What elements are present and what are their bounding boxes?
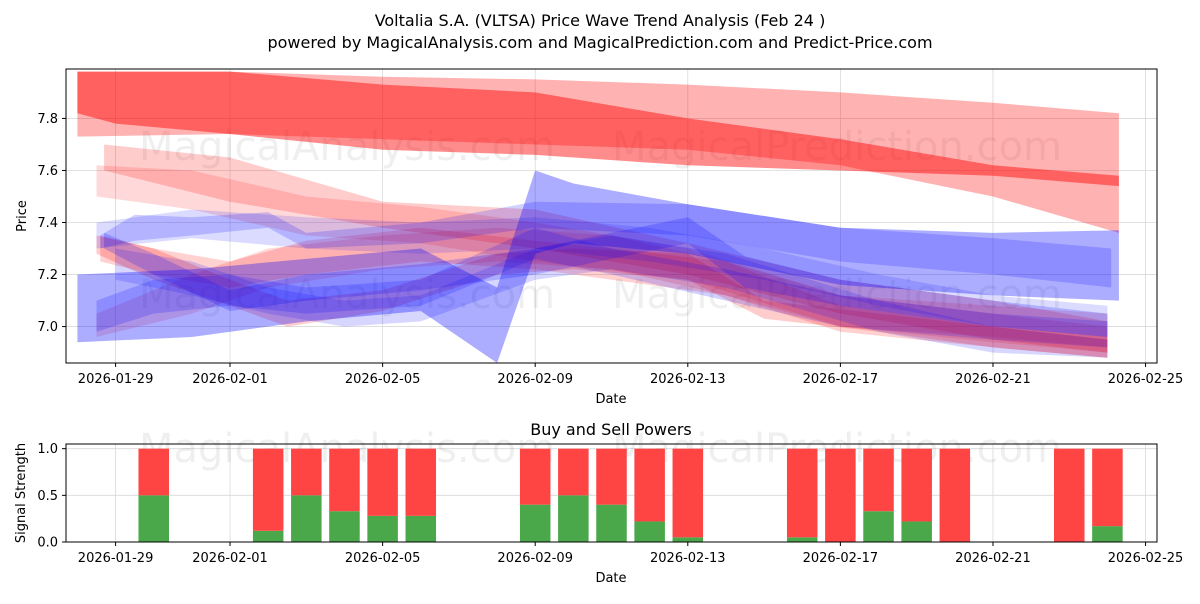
watermark-text: MagicalPrediction.com <box>612 272 1062 318</box>
sell-power-bar <box>672 448 704 538</box>
buy-power-bar <box>367 515 398 542</box>
signal-x-tick-label: 2026-02-05 <box>345 551 421 566</box>
sell-wave-band <box>77 71 1119 233</box>
signal-bars <box>138 448 1123 542</box>
signal-x-axis-label: Date <box>595 571 626 586</box>
buy-power-bar <box>252 530 284 542</box>
price-panel-frame <box>65 68 1158 364</box>
price-y-tick-label: 7.4 <box>37 216 58 231</box>
sell-wave-band <box>104 144 1108 353</box>
price-y-axis: 7.0 7.2 7.4 7.6 7.8 <box>37 112 66 335</box>
price-panel-background <box>66 69 1157 363</box>
sell-power-bar <box>367 448 398 516</box>
buy-power-bar <box>634 521 665 542</box>
price-y-tick-label: 7.6 <box>37 164 58 179</box>
sell-wave-band <box>96 235 1108 358</box>
sell-power-bar <box>558 448 589 496</box>
price-x-axis: 2026-01-29 2026-02-01 2026-02-05 2026-02-09… <box>78 363 1184 387</box>
price-x-tick-label: 2026-02-17 <box>803 372 879 387</box>
signal-y-tick-label: 0.5 <box>37 489 58 504</box>
chart-title: Voltalia S.A. (VLTSA) Price Wave Trend A… <box>375 11 826 30</box>
sell-power-bar <box>405 448 437 516</box>
sell-wave-band <box>96 165 1108 353</box>
buy-wave-band <box>104 217 1108 337</box>
buy-power-bar <box>291 495 322 542</box>
price-watermarks: MagicalAnalysis.com MagicalPrediction.co… <box>139 124 1062 318</box>
buy-power-bar <box>405 515 437 542</box>
signal-chart-title: Buy and Sell Powers <box>530 420 692 439</box>
buy-power-bar <box>901 521 932 542</box>
price-y-tick-label: 7.8 <box>37 112 58 127</box>
watermark-text: MagicalAnalysis.com <box>139 124 555 170</box>
buy-power-bar <box>786 537 818 542</box>
chart-subtitle: powered by MagicalAnalysis.com and Magic… <box>267 33 932 52</box>
price-y-tick-label: 7.2 <box>37 268 58 283</box>
sell-power-bar <box>291 448 322 496</box>
sell-power-bar <box>863 448 894 512</box>
price-x-axis-label: Date <box>595 392 626 407</box>
price-x-tick-label: 2026-02-21 <box>955 372 1031 387</box>
sell-power-bar <box>138 448 169 496</box>
price-y-axis-label: Price <box>15 200 30 232</box>
buy-power-bar <box>329 511 360 542</box>
price-x-tick-label: 2026-02-09 <box>497 372 573 387</box>
signal-x-tick-label: 2026-02-13 <box>650 551 726 566</box>
price-y-tick-label: 7.0 <box>37 320 58 335</box>
buy-wave-band <box>96 227 1108 348</box>
price-grid <box>66 69 1157 363</box>
sell-power-bar <box>519 448 551 505</box>
signal-x-tick-label: 2026-01-29 <box>78 551 154 566</box>
buy-power-bar <box>558 495 589 542</box>
sell-power-bar <box>901 448 932 522</box>
buy-wave-band <box>77 170 1119 363</box>
buy-power-bar <box>672 537 704 542</box>
sell-wave-band <box>77 71 1119 187</box>
buy-wave-band <box>96 209 1108 337</box>
sell-power-bar <box>634 448 665 522</box>
buy-wave-band <box>100 201 1112 288</box>
price-x-tick-label: 2026-02-13 <box>650 372 726 387</box>
signal-y-tick-label: 1.0 <box>37 442 58 457</box>
sell-power-bar <box>939 448 971 542</box>
sell-wave-band <box>96 227 1108 348</box>
sell-power-bar <box>252 448 284 531</box>
buy-power-bar <box>519 504 551 542</box>
sell-power-bar <box>825 448 856 542</box>
signal-x-tick-label: 2026-02-09 <box>497 551 573 566</box>
price-x-tick-label: 2026-02-25 <box>1108 372 1184 387</box>
signal-y-axis-label: Signal Strength <box>14 443 29 543</box>
signal-y-axis: 0.0 0.5 1.0 <box>37 442 66 551</box>
buy-power-bar <box>1092 526 1123 542</box>
buy-power-bar <box>138 495 169 542</box>
sell-power-bar <box>1054 448 1085 542</box>
signal-x-tick-label: 2026-02-21 <box>955 551 1031 566</box>
buy-power-bar <box>596 504 627 542</box>
price-x-tick-label: 2026-02-05 <box>345 372 421 387</box>
watermark-text: MagicalPrediction.com <box>612 124 1062 170</box>
buy-wave-band <box>115 235 1108 358</box>
sell-power-bar <box>596 448 627 505</box>
price-panel: MagicalAnalysis.com MagicalPrediction.co… <box>15 68 1184 407</box>
sell-power-bar <box>1092 448 1123 527</box>
buy-power-bar <box>863 511 894 542</box>
signal-panel-frame <box>65 443 1158 543</box>
signal-x-tick-label: 2026-02-17 <box>803 551 879 566</box>
sell-wave-band <box>100 227 1108 358</box>
signal-panel: Buy and Sell Powers MagicalAnalysis.com … <box>14 420 1183 586</box>
signal-y-tick-label: 0.0 <box>37 536 58 551</box>
watermark-text: MagicalAnalysis.com <box>139 272 555 318</box>
signal-x-tick-label: 2026-02-01 <box>192 551 268 566</box>
sell-power-bar <box>786 448 818 538</box>
price-x-tick-label: 2026-02-01 <box>192 372 268 387</box>
signal-x-axis: 2026-01-29 2026-02-01 2026-02-05 2026-02-09… <box>78 542 1184 566</box>
sell-power-bar <box>329 448 360 512</box>
price-bands <box>77 71 1119 363</box>
price-x-tick-label: 2026-01-29 <box>78 372 154 387</box>
signal-x-tick-label: 2026-02-25 <box>1108 551 1184 566</box>
